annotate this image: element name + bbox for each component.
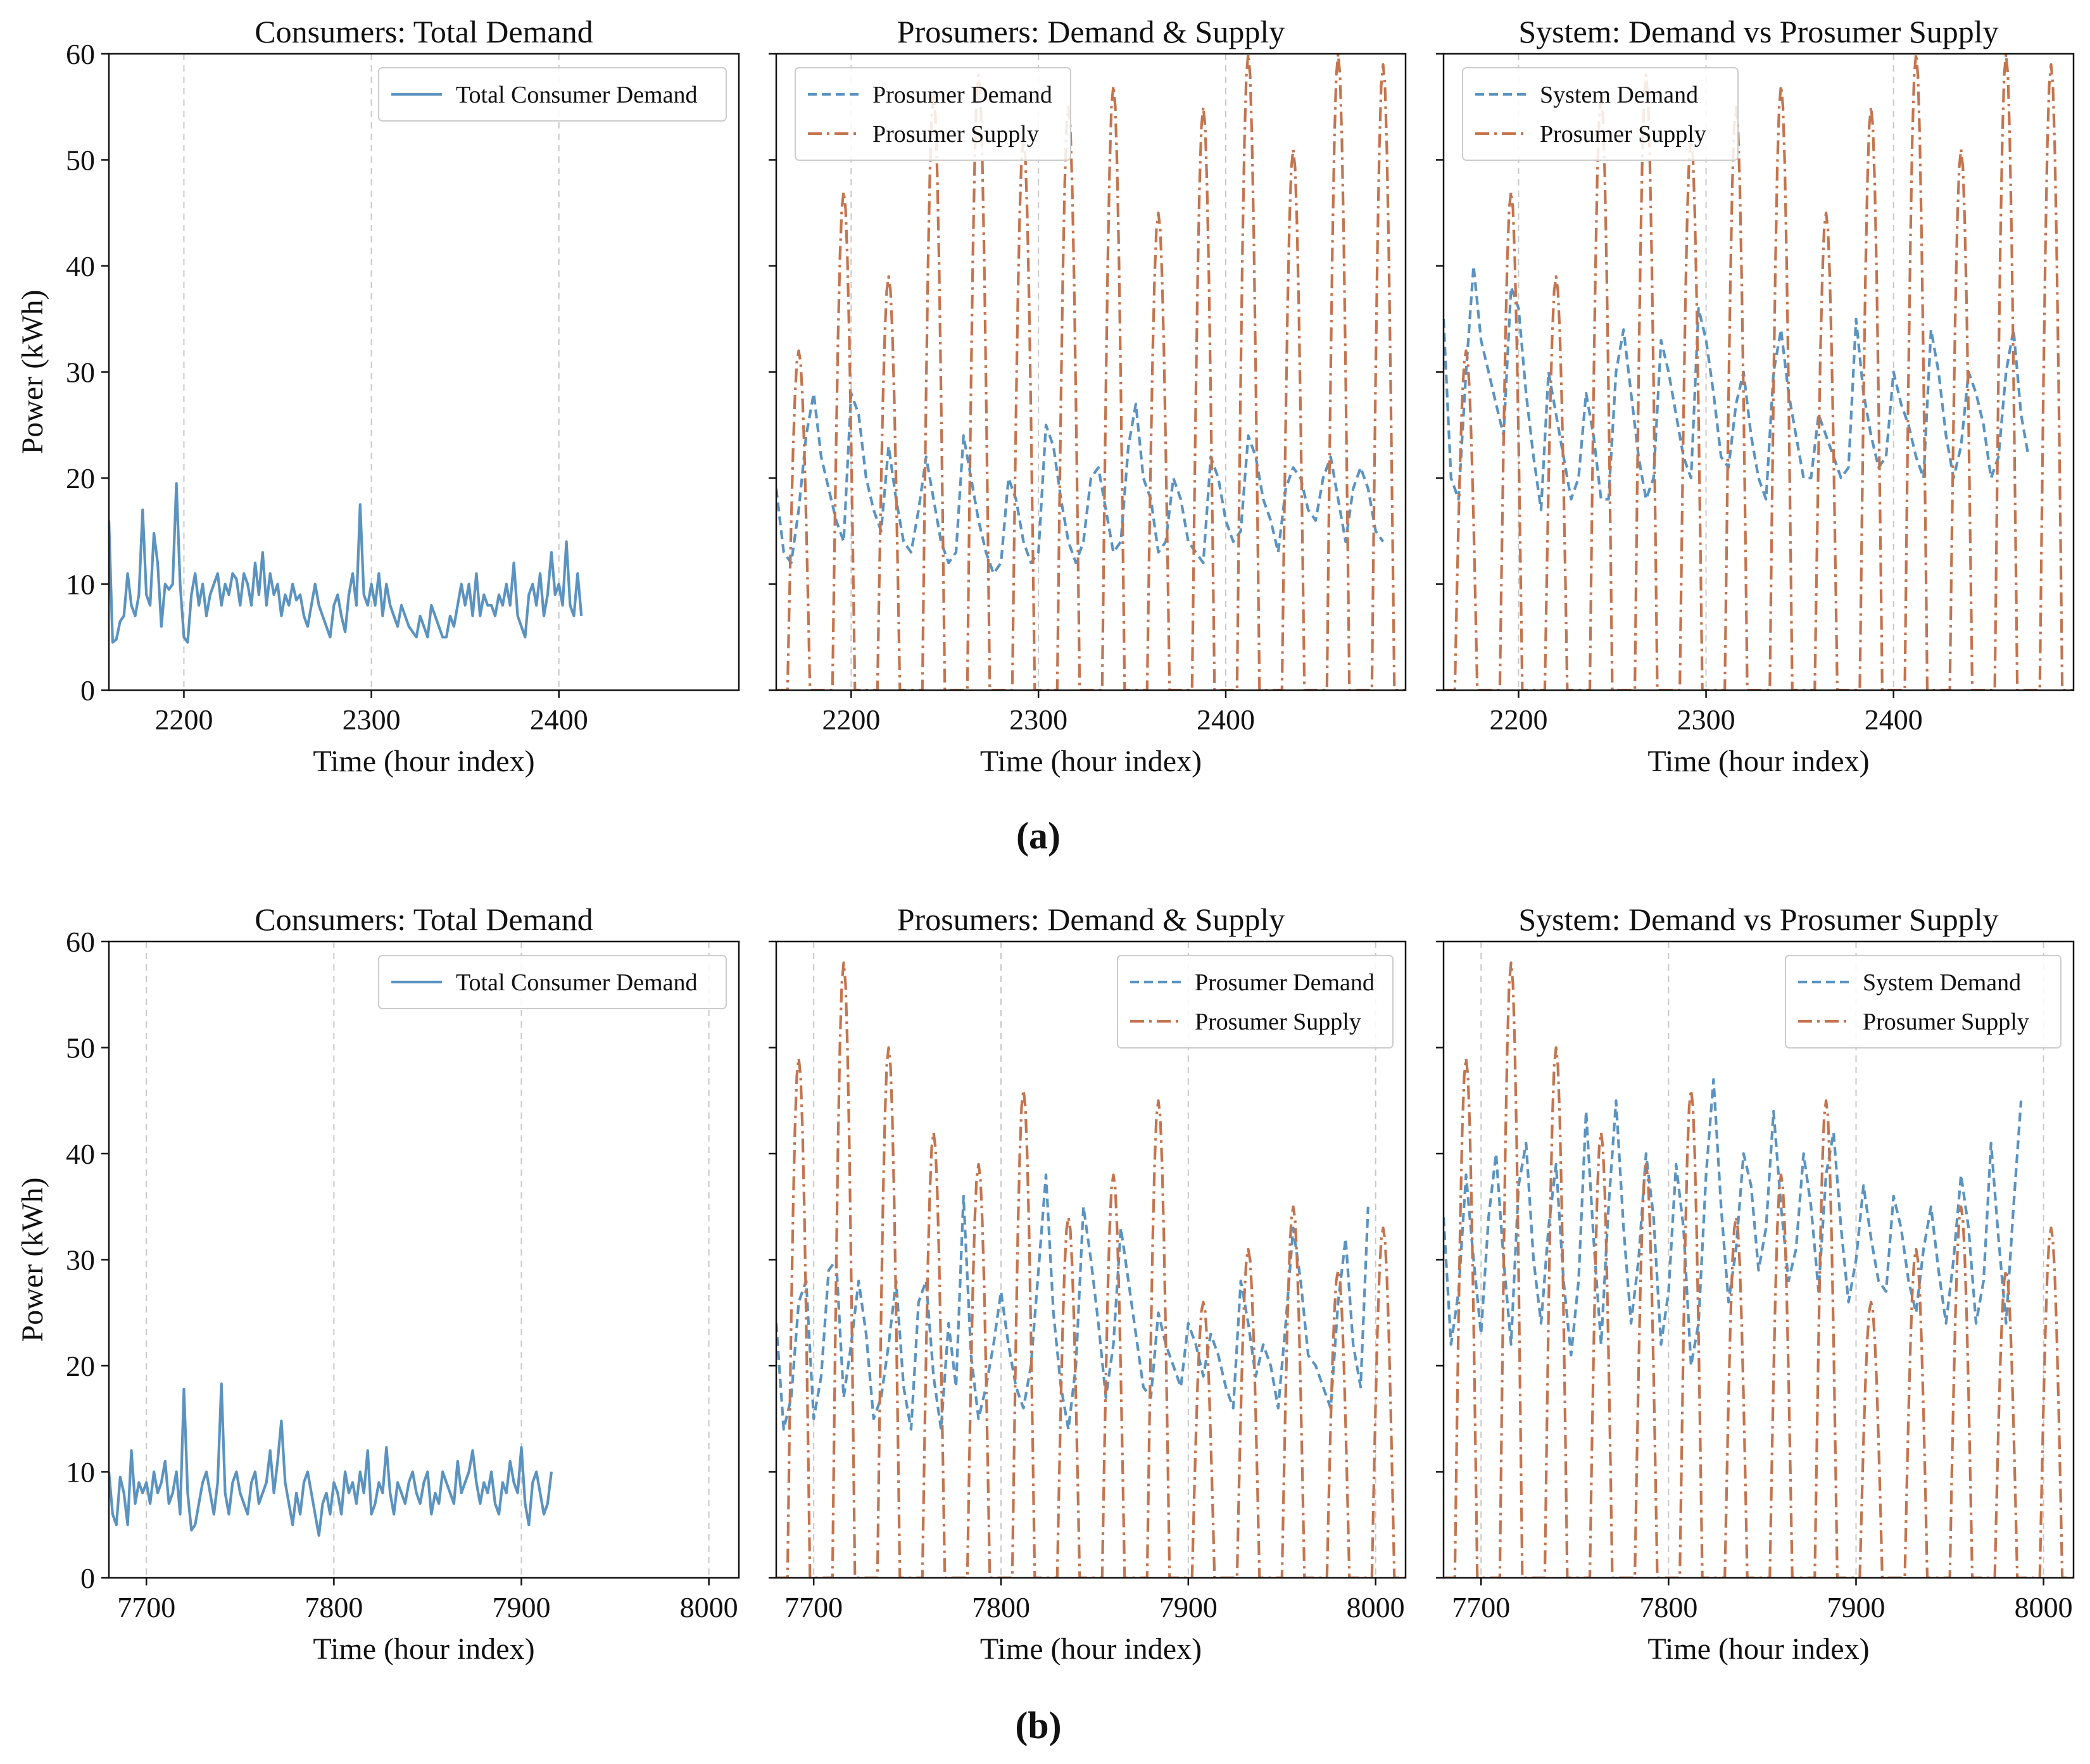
y-tick-label: 20	[66, 462, 95, 495]
y-tick-label: 30	[66, 356, 95, 389]
panel-title: Prosumers: Demand & Supply	[897, 902, 1285, 937]
y-tick-label: 40	[66, 250, 95, 282]
legend: Prosumer Demand Prosumer Supply	[795, 67, 1071, 161]
legend-label: Prosumer Supply	[1863, 1009, 2029, 1035]
x-tick-label: 8000	[1347, 1591, 1405, 1623]
legend-frame	[1462, 67, 1739, 161]
chart-panel-3: 2200 2300 2400 System: Demand vs Prosumer S…	[1436, 14, 2075, 778]
legend: Total Consumer Demand	[378, 67, 727, 122]
legend-label: Prosumer Supply	[1540, 121, 1706, 148]
y-tick-label: 50	[66, 144, 95, 177]
chart-panel-1: 2200 2300 2400 0 10 20 30 40 50 60 Consumers: Tota…	[16, 14, 740, 778]
y-tick-label: 60	[66, 38, 95, 70]
x-axis-label: Time (hour index)	[980, 1632, 1202, 1666]
x-tick-label: 7800	[1639, 1591, 1697, 1623]
panel-title: Consumers: Total Demand	[255, 14, 593, 49]
x-tick-label: 2300	[1677, 703, 1735, 736]
x-tick-label: 7900	[1159, 1591, 1218, 1623]
series-line-total-consumer-demand	[109, 482, 583, 644]
legend: Prosumer Demand Prosumer Supply	[1117, 955, 1394, 1049]
x-tick-label: 2400	[1197, 703, 1255, 736]
panel-title: System: Demand vs Prosumer Supply	[1518, 902, 1998, 937]
y-tick-label: 10	[66, 1456, 95, 1489]
x-tick-label: 2200	[822, 703, 880, 736]
y-axis-label: Power (kWh)	[16, 1178, 49, 1342]
chart-panel-6: 7700 7800 7900 8000 System: Demand vs Prosum…	[1436, 902, 2075, 1666]
x-tick-label: 2400	[1865, 703, 1923, 736]
x-tick-label: 7900	[492, 1591, 550, 1623]
x-tick-label: 2400	[530, 703, 588, 736]
x-tick-label: 7700	[784, 1591, 843, 1623]
series-line-prosumer-demand	[776, 1173, 1369, 1431]
x-tick-label: 8000	[2015, 1591, 2073, 1623]
panels: 2200 2300 2400 0 10 20 30 40 50 60 Consumers: Tota…	[16, 14, 2075, 1666]
panel-title: Consumers: Total Demand	[255, 902, 593, 937]
y-tick-label: 50	[66, 1032, 95, 1064]
legend-label: System Demand	[1540, 82, 1698, 108]
legend-frame	[378, 955, 727, 1009]
chart-panel-4: 7700 7800 7900 8000 0 10 20 30 40 50 60 Consumers: …	[16, 902, 740, 1666]
panel-title: System: Demand vs Prosumer Supply	[1518, 14, 1998, 49]
y-tick-label: 20	[66, 1350, 95, 1382]
x-tick-label: 2300	[1009, 703, 1067, 736]
x-tick-label: 7800	[305, 1591, 363, 1623]
series-line-system-demand	[1444, 1078, 2023, 1368]
y-tick-label: 10	[66, 569, 95, 601]
series-line-prosumer-supply	[1444, 961, 2074, 1578]
legend-label: Prosumer Supply	[872, 121, 1039, 148]
legend: Total Consumer Demand	[378, 955, 727, 1009]
legend: System Demand Prosumer Supply	[1462, 67, 1739, 161]
legend-label: Total Consumer Demand	[456, 969, 697, 996]
legend-frame	[1785, 955, 2062, 1049]
series-line-prosumer-supply	[776, 961, 1406, 1578]
x-tick-label: 7900	[1827, 1591, 1885, 1623]
x-axis-label: Time (hour index)	[1647, 745, 1869, 778]
series-line-total-consumer-demand	[109, 1382, 553, 1537]
x-tick-label: 7800	[972, 1591, 1030, 1623]
legend: System Demand Prosumer Supply	[1785, 955, 2062, 1049]
x-tick-label: 7700	[117, 1591, 175, 1623]
y-tick-label: 40	[66, 1138, 95, 1170]
series-line-prosumer-demand	[776, 391, 1385, 575]
legend-label: Prosumer Supply	[1195, 1009, 1361, 1035]
chart-panel-2: 2200 2300 2400 Prosumers: Demand & Supply Ti…	[769, 14, 1407, 778]
x-tick-label: 2200	[1489, 703, 1547, 736]
legend-label: Prosumer Demand	[1195, 969, 1375, 996]
x-axis-label: Time (hour index)	[313, 745, 534, 778]
x-tick-label: 7700	[1452, 1591, 1510, 1623]
x-axis-label: Time (hour index)	[980, 745, 1202, 778]
series-line-system-demand	[1444, 264, 2030, 512]
legend-frame	[795, 67, 1071, 161]
x-tick-label: 2200	[154, 703, 213, 736]
y-tick-label: 0	[80, 1562, 95, 1594]
y-tick-label: 60	[66, 926, 95, 958]
y-axis-label: Power (kWh)	[16, 290, 49, 455]
x-axis-label: Time (hour index)	[1647, 1632, 1869, 1666]
panel-title: Prosumers: Demand & Supply	[897, 14, 1285, 49]
subfigure-label-b: (b)	[1015, 1704, 1061, 1746]
subfigure-label-a: (a)	[1016, 815, 1061, 857]
legend-frame	[1117, 955, 1394, 1049]
legend-label: Prosumer Demand	[872, 82, 1052, 108]
x-axis-label: Time (hour index)	[313, 1632, 534, 1666]
y-tick-label: 0	[80, 674, 95, 707]
x-tick-label: 2300	[343, 703, 401, 736]
chart-panel-5: 7700 7800 7900 8000 Prosumers: Demand & Supp…	[769, 902, 1407, 1666]
legend-label: System Demand	[1863, 969, 2021, 996]
legend-frame	[378, 67, 727, 122]
y-tick-label: 30	[66, 1244, 95, 1276]
x-tick-label: 8000	[680, 1591, 738, 1623]
legend-label: Total Consumer Demand	[456, 82, 697, 108]
